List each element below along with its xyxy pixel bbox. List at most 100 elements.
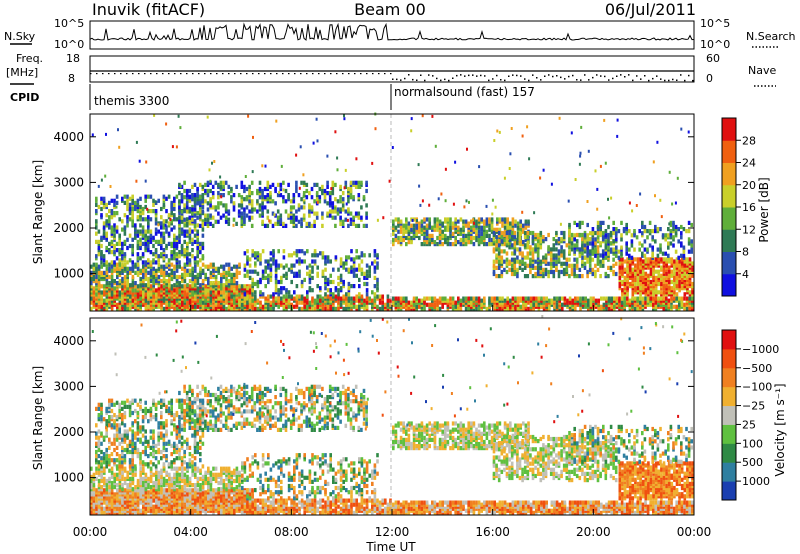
echo-cell (313, 223, 316, 228)
echo-cell (524, 296, 528, 301)
echo-cell (295, 249, 299, 254)
echo-cell (633, 231, 636, 236)
echo-cell (97, 304, 101, 309)
echo-cell (128, 209, 132, 214)
echo-cell (510, 271, 514, 277)
echo-cell (376, 294, 379, 299)
echo-cell (345, 292, 348, 297)
echo-cell (275, 119, 278, 123)
echo-cell (534, 243, 537, 248)
echo-cell (555, 247, 558, 252)
echo-cell (449, 296, 452, 301)
echo-cell (540, 296, 543, 301)
echo-cell (648, 229, 652, 234)
echo-cell (545, 302, 548, 307)
echo-cell (576, 222, 579, 228)
echo-cell (586, 269, 589, 275)
echo-cell (136, 262, 140, 267)
echo-cell (550, 182, 553, 186)
echo-cell (131, 237, 134, 242)
echo-cell (329, 288, 332, 293)
echo-cell (636, 257, 640, 262)
echo-cell (135, 179, 138, 183)
echo-cell (376, 277, 379, 282)
echo-cell (591, 251, 595, 256)
echo-cell (131, 206, 134, 212)
echo-cell (537, 296, 541, 301)
echo-cell (128, 196, 132, 201)
echo-cell (121, 256, 124, 261)
echo-cell (475, 229, 478, 234)
date-title: 06/Jul/2011 (605, 0, 696, 19)
echo-cell (581, 232, 584, 238)
nave-dot (384, 73, 386, 75)
echo-cell (610, 196, 613, 200)
echo-cell (251, 306, 254, 311)
echo-cell (250, 223, 254, 228)
echo-cell (436, 217, 439, 222)
echo-cell (526, 274, 530, 279)
echo-cell (113, 211, 116, 216)
echo-cell (102, 225, 106, 230)
echo-cell (248, 209, 251, 214)
nsky-trace (89, 22, 695, 47)
echo-cell (225, 276, 228, 282)
echo-cell (518, 239, 522, 244)
echo-cell (292, 205, 296, 210)
echo-cell (475, 296, 478, 301)
echo-cell (191, 237, 194, 242)
echo-cell (287, 213, 290, 218)
echo-cell (557, 257, 561, 262)
echo-cell (660, 215, 663, 219)
echo-cell (269, 191, 272, 196)
echo-cell (154, 254, 158, 259)
echo-cell (298, 269, 301, 274)
echo-cell (108, 219, 111, 224)
echo-cell (199, 250, 202, 255)
echo-cell (441, 242, 444, 247)
echo-cell (141, 252, 145, 257)
echo-cell (131, 264, 135, 269)
nave-dot (360, 73, 362, 75)
echo-cell (519, 227, 522, 232)
echo-cell (497, 230, 501, 236)
echo-cell (108, 300, 111, 305)
echo-cell (319, 294, 322, 299)
echo-cell (128, 243, 132, 249)
echo-cell (534, 235, 537, 240)
echo-cell (527, 296, 530, 301)
nave-dot (354, 73, 356, 75)
echo-cell (258, 186, 262, 192)
echo-cell (179, 126, 182, 130)
echo-cell (483, 242, 486, 247)
echo-cell (547, 269, 550, 275)
nave-dot (222, 73, 224, 75)
echo-cell (209, 221, 212, 226)
echo-cell (570, 237, 574, 242)
echo-cell (596, 235, 600, 240)
echo-cell (328, 197, 332, 202)
echo-cell (113, 279, 116, 284)
echo-cell (201, 227, 205, 232)
echo-cell (462, 225, 465, 230)
echo-cell (468, 200, 470, 204)
echo-cell (97, 281, 101, 286)
echo-cell (248, 304, 252, 309)
echo-cell (488, 242, 491, 247)
echo-cell (175, 241, 179, 246)
echo-cell (521, 259, 524, 264)
echo-cell (178, 264, 181, 269)
echo-cell (399, 296, 403, 301)
echo-cell (421, 199, 424, 203)
echo-cell (206, 213, 210, 218)
echo-cell (110, 274, 114, 280)
echo-cell (644, 271, 648, 276)
echo-cell (269, 257, 273, 262)
echo-cell (411, 218, 414, 222)
echo-cell (155, 272, 158, 277)
echo-cell (157, 239, 160, 244)
echo-cell (639, 257, 642, 262)
echo-cell (227, 211, 231, 216)
echo-cell (494, 205, 497, 209)
echo-cell (365, 203, 368, 208)
